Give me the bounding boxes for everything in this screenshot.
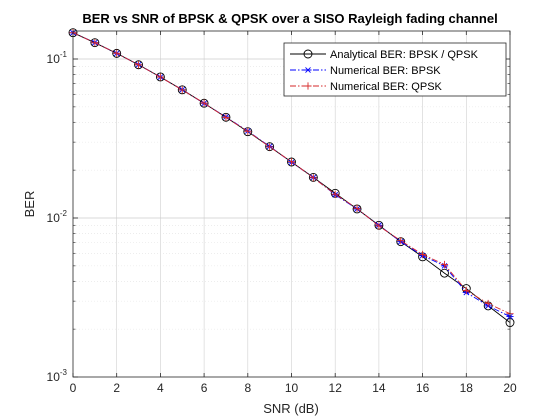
legend-entry: Analytical BER: BPSK / QPSK: [330, 49, 479, 61]
data-point: [353, 204, 361, 212]
y-tick-label: 10-2: [47, 209, 68, 225]
legend-box: [283, 42, 507, 97]
legend-marker: [304, 67, 312, 73]
y-tick-exponent: -3: [60, 368, 68, 377]
legend: Analytical BER: BPSK / QPSK Numerical BER…: [283, 42, 507, 97]
data-point: [221, 112, 231, 122]
legend-marker: [303, 49, 313, 59]
data-point: [397, 237, 405, 245]
data-point: [156, 73, 164, 81]
data-point: [484, 299, 492, 308]
chart-title: BER vs SNR of BPSK & QPSK over a SISO Ra…: [82, 11, 497, 26]
legend-entry: Numerical BER: BPSK: [330, 65, 441, 77]
asterisk-stroke: [305, 67, 311, 73]
y-tick-base: 10: [47, 370, 61, 384]
x-tick-label: 20: [503, 381, 517, 395]
x-tick-label: 14: [372, 381, 386, 395]
data-point: [113, 49, 121, 57]
x-axis-label: SNR (dB): [263, 401, 319, 416]
data-point: [287, 158, 296, 166]
x-tick-label: 4: [157, 381, 164, 395]
x-tick-label: 12: [329, 381, 343, 395]
data-point: [462, 286, 470, 295]
data-point: [177, 85, 187, 95]
data-point: [265, 142, 275, 152]
x-tick-label: 2: [113, 381, 120, 395]
x-tick-label: 10: [285, 381, 299, 395]
data-point: [440, 268, 449, 278]
data-point: [200, 99, 208, 107]
data-point: [308, 172, 318, 182]
y-tick-base: 10: [47, 211, 61, 225]
data-point: [266, 143, 274, 151]
y-tick-label: 10-1: [47, 50, 68, 66]
y-tick-exponent: -1: [60, 50, 68, 59]
data-point: [419, 250, 427, 259]
data-point: [309, 174, 317, 182]
plot-frame: [72, 30, 511, 378]
data-point: [155, 72, 165, 82]
x-tick-label: 8: [244, 381, 251, 395]
data-point: [199, 98, 209, 108]
data-point: [178, 86, 186, 94]
data-point: [243, 127, 253, 137]
legend-marker: [304, 82, 312, 90]
data-point: [222, 113, 230, 122]
data-point: [91, 39, 99, 47]
data-point: [331, 190, 339, 198]
y-axis-label: BER: [22, 191, 37, 218]
x-tick-labels: 0 2 4 6 8 10 12 14 16 18 20: [70, 381, 517, 395]
data-point: [440, 260, 449, 269]
y-tick-base: 10: [47, 52, 61, 66]
y-tick-label: 10-3: [47, 368, 68, 384]
legend-entry: Numerical BER: QPSK: [330, 81, 443, 93]
data-point: [134, 61, 143, 69]
x-tick-label: 16: [416, 381, 430, 395]
data-point: [90, 38, 100, 48]
data-point: [112, 48, 122, 58]
y-tick-exponent: -2: [60, 209, 68, 218]
y-tick-labels: 10-110-210-3: [47, 50, 68, 384]
data-point: [244, 127, 252, 135]
x-tick-label: 0: [70, 381, 77, 395]
data-point: [287, 157, 296, 167]
x-tick-label: 18: [460, 381, 474, 395]
data-point: [134, 60, 144, 70]
data-point: [375, 222, 383, 230]
x-tick-label: 6: [201, 381, 208, 395]
